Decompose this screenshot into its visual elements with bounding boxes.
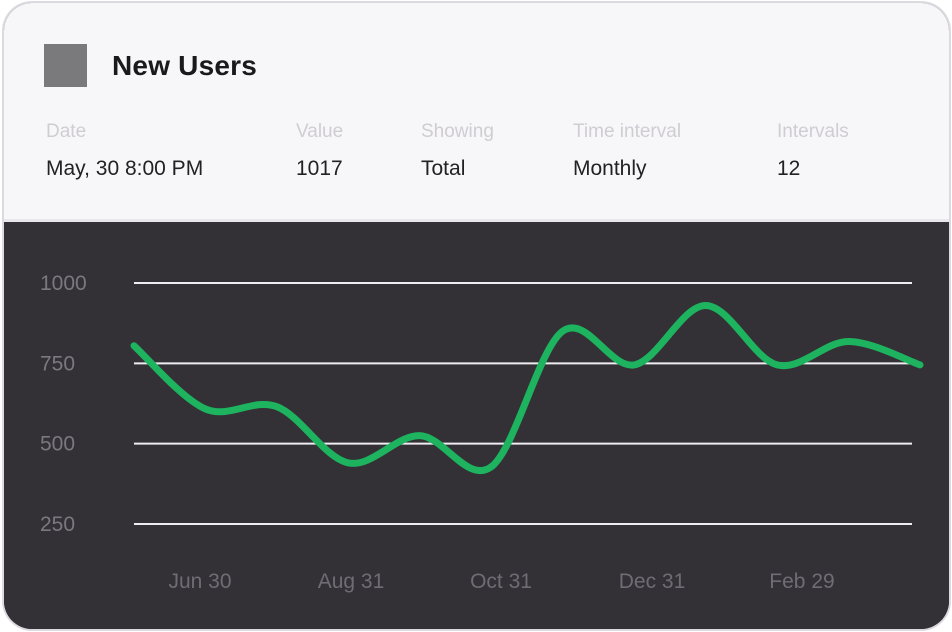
y-axis-tick-label: 250 [40,513,75,536]
widget-title: New Users [112,50,257,81]
x-axis-tick-label: Feb 29 [769,570,834,593]
info-field-label: Showing [421,121,494,142]
x-axis-tick-label: Dec 31 [619,570,686,593]
info-field-label: Date [46,121,87,142]
info-field-label: Intervals [777,121,849,142]
info-field-value: 12 [777,157,801,180]
new-users-widget: New Users Date May, 30 8:00 PM Value 1017 Sh… [4,3,949,629]
info-field-label: Time interval [573,121,682,142]
info-field-value: May, 30 8:00 PM [46,157,204,180]
info-field-value: Monthly [573,157,647,180]
info-field-intervals: Intervals 12 [777,121,849,181]
gray-square-icon [44,44,87,87]
y-axis-tick-label: 750 [40,352,75,375]
series-line[interactable] [130,302,924,474]
info-field-value: 1017 [296,157,343,180]
y-axis-tick-label: 500 [40,433,75,456]
x-axis-tick-label: Aug 31 [318,570,385,593]
widget-header: New Users Date May, 30 8:00 PM Value 1017 Sh… [4,3,949,222]
info-field-value: Value 1017 [296,121,343,181]
info-field-showing: Showing Total [421,121,494,181]
y-axis-tick-label: 1000 [40,272,87,295]
info-field-time-interval: Time interval Monthly [573,121,681,181]
info-field-date: Date May, 30 8:00 PM [46,121,203,181]
chart-area[interactable]: 1000 750 500 250 Jun 30 Aug 31 Oct 31 Dec 31 Feb… [4,225,949,629]
info-field-label: Value [296,121,344,142]
line-chart[interactable]: 1000 750 500 250 Jun 30 Aug 31 Oct 31 Dec 31 Feb… [4,225,949,629]
info-field-value: Total [421,157,466,180]
x-axis-tick-label: Jun 30 [168,570,231,593]
x-axis-tick-label: Oct 31 [470,570,532,593]
